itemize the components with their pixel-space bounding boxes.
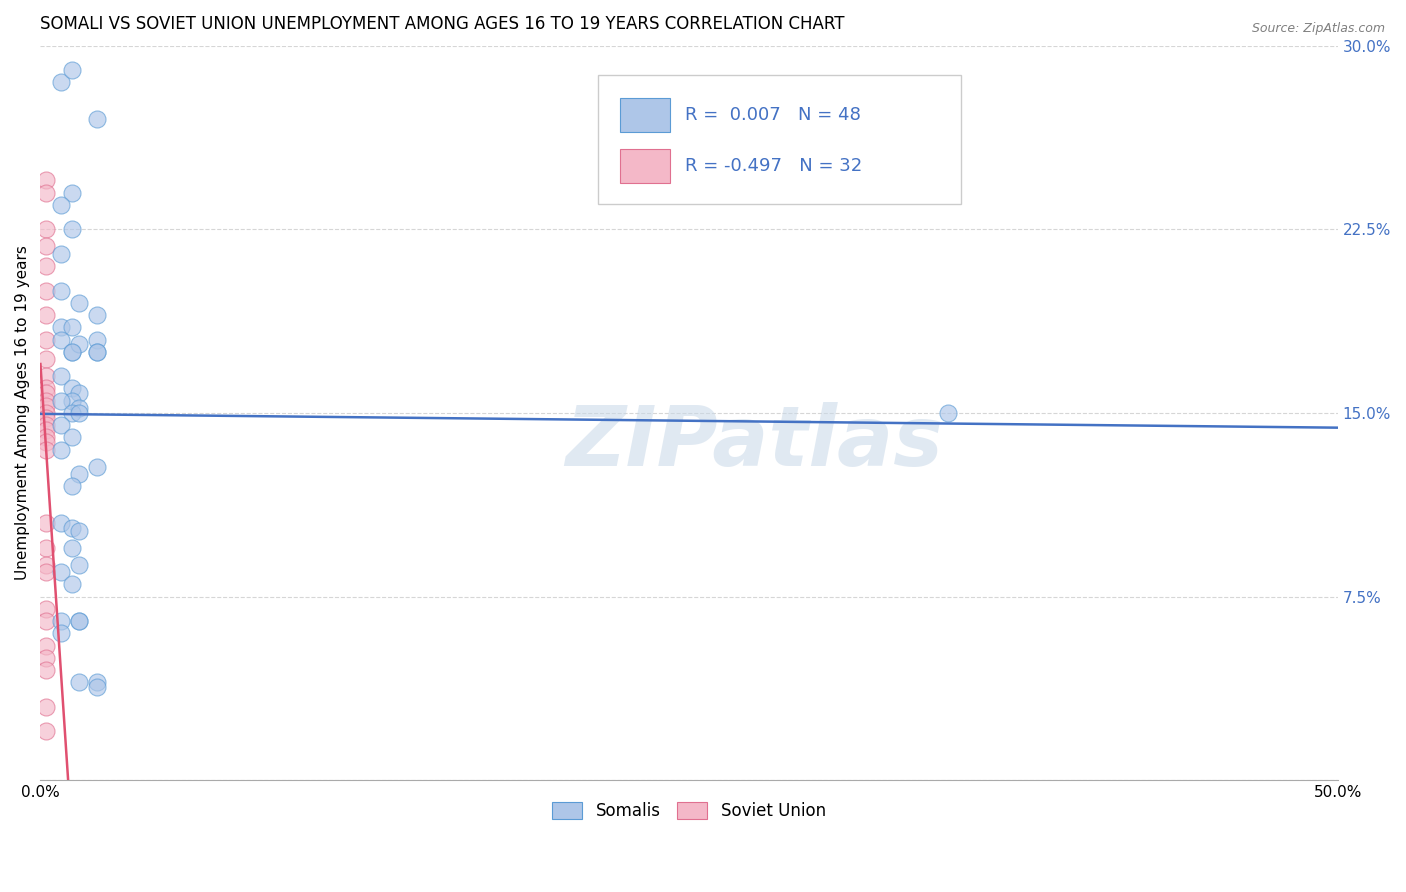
Point: [34, 541, 56, 555]
Text: SOMALI VS SOVIET UNION UNEMPLOYMENT AMONG AGES 16 TO 19 YEARS CORRELATION CHART: SOMALI VS SOVIET UNION UNEMPLOYMENT AMON…: [41, 15, 845, 33]
Point: [67, 467, 90, 482]
Point: [34, 386, 56, 401]
Point: [34, 430, 56, 444]
Point: [34, 406, 56, 420]
Point: [67, 614, 90, 628]
Point: [60, 393, 83, 408]
Point: [51, 333, 73, 347]
Point: [34, 663, 56, 677]
Point: [60, 479, 83, 493]
Point: [34, 423, 56, 437]
Point: [60, 406, 83, 420]
Point: [86, 459, 108, 474]
Point: [34, 284, 56, 298]
Point: [51, 284, 73, 298]
Point: [60, 382, 83, 396]
Point: [60, 430, 83, 444]
Text: R =  0.007   N = 48: R = 0.007 N = 48: [685, 106, 860, 124]
Point: [51, 418, 73, 433]
Point: [34, 410, 56, 425]
Point: [34, 516, 56, 531]
Point: [34, 173, 56, 187]
Point: [86, 333, 108, 347]
Point: [51, 369, 73, 384]
Point: [51, 442, 73, 457]
Point: [51, 614, 73, 628]
Point: [34, 724, 56, 739]
Point: [67, 295, 90, 310]
Point: [60, 63, 83, 78]
Point: [34, 565, 56, 579]
Point: [86, 112, 108, 127]
Point: [34, 699, 56, 714]
Text: R = -0.497   N = 32: R = -0.497 N = 32: [685, 157, 862, 175]
Point: [67, 524, 90, 538]
Point: [67, 614, 90, 628]
Point: [34, 369, 56, 384]
Point: [34, 393, 56, 408]
Point: [67, 558, 90, 572]
FancyBboxPatch shape: [620, 98, 669, 132]
Y-axis label: Unemployment Among Ages 16 to 19 years: Unemployment Among Ages 16 to 19 years: [15, 245, 30, 581]
Point: [34, 352, 56, 367]
Point: [86, 344, 108, 359]
Point: [34, 333, 56, 347]
Point: [60, 222, 83, 236]
FancyBboxPatch shape: [620, 149, 669, 183]
Point: [60, 344, 83, 359]
Point: [51, 247, 73, 261]
Point: [67, 337, 90, 351]
Point: [938, 406, 960, 420]
Point: [51, 565, 73, 579]
Point: [34, 186, 56, 200]
Point: [51, 320, 73, 334]
Point: [51, 75, 73, 89]
Text: ZIPatlas: ZIPatlas: [565, 402, 943, 483]
Point: [34, 308, 56, 322]
Point: [51, 626, 73, 640]
Point: [67, 675, 90, 690]
Point: [86, 675, 108, 690]
Point: [51, 516, 73, 531]
FancyBboxPatch shape: [598, 75, 962, 203]
Point: [86, 344, 108, 359]
Point: [34, 418, 56, 433]
Point: [60, 320, 83, 334]
Point: [67, 406, 90, 420]
Point: [60, 541, 83, 555]
Point: [34, 382, 56, 396]
Point: [34, 399, 56, 413]
Point: [86, 308, 108, 322]
Point: [34, 239, 56, 253]
Point: [34, 639, 56, 653]
Point: [34, 442, 56, 457]
Point: [34, 602, 56, 616]
Point: [60, 344, 83, 359]
Point: [67, 386, 90, 401]
Point: [51, 198, 73, 212]
Point: [34, 558, 56, 572]
Point: [60, 186, 83, 200]
Point: [34, 651, 56, 665]
Point: [60, 521, 83, 535]
Legend: Somalis, Soviet Union: Somalis, Soviet Union: [546, 796, 832, 827]
Point: [60, 577, 83, 591]
Point: [86, 680, 108, 694]
Point: [34, 614, 56, 628]
Point: [67, 401, 90, 415]
Point: [34, 259, 56, 273]
Point: [34, 222, 56, 236]
Text: Source: ZipAtlas.com: Source: ZipAtlas.com: [1251, 22, 1385, 36]
Point: [51, 393, 73, 408]
Point: [34, 435, 56, 450]
